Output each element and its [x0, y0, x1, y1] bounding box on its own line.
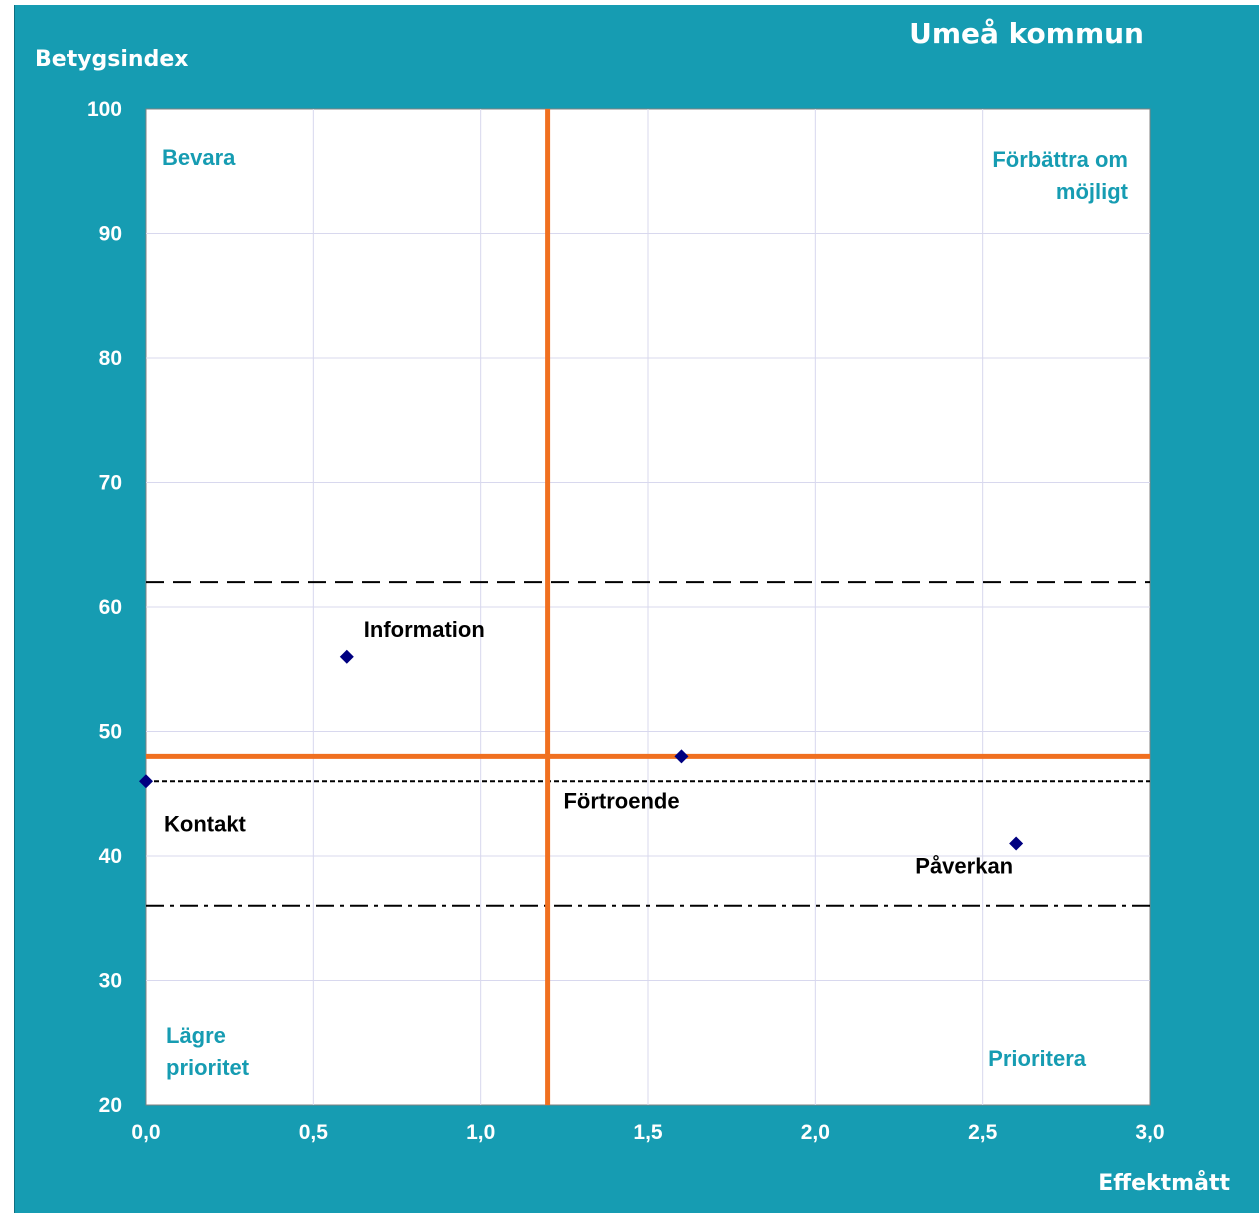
x-tick-label: 2,0	[801, 1121, 830, 1144]
x-tick-label: 0,5	[299, 1121, 329, 1144]
chart-title: Umeå kommun	[909, 17, 1144, 50]
quadrant-label-prioritera: Prioritera	[988, 1046, 1087, 1071]
point-label: Kontakt	[164, 811, 247, 836]
y-tick-label: 70	[99, 472, 122, 495]
point-marker	[674, 749, 689, 764]
y-tick-label: 50	[99, 721, 122, 744]
quadrant-label-lagre-line2: prioritet	[166, 1055, 250, 1080]
y-tick-label: 30	[99, 970, 122, 993]
axis-ticks: 0,0 0,5 1,0 1,5 2,0 2,5 3,0 20 30 40 50 60 70 80 90 100	[87, 98, 1165, 1144]
point-marker	[1009, 836, 1024, 851]
y-tick-label: 60	[99, 596, 122, 619]
y-tick-label: 40	[99, 845, 122, 868]
y-tick-label: 20	[99, 1094, 122, 1117]
y-tick-label: 80	[99, 347, 122, 370]
y-axis-label: Betygsindex	[35, 47, 188, 72]
point-label: Påverkan	[915, 854, 1013, 879]
quadrant-label-forbattra-line1: Förbättra om	[992, 147, 1128, 172]
y-tick-label: 90	[99, 223, 122, 246]
quadrant-label-bevara: Bevara	[162, 145, 236, 170]
x-tick-label: 1,5	[633, 1121, 663, 1144]
x-tick-label: 1,0	[466, 1121, 495, 1144]
point-label: Information	[364, 617, 485, 642]
x-tick-label: 0,0	[131, 1121, 160, 1144]
x-tick-label: 3,0	[1135, 1121, 1164, 1144]
quadrant-label-forbattra-line2: möjligt	[1056, 179, 1129, 204]
point-label: Förtroende	[563, 788, 679, 813]
quadrant-label-lagre-line1: Lägre	[166, 1023, 226, 1048]
x-axis-label: Effektmått	[1098, 1170, 1230, 1196]
point-marker	[139, 774, 153, 789]
data-points: Information Kontakt Förtroende Påverkan	[139, 617, 1024, 879]
y-tick-label: 100	[87, 98, 122, 121]
reference-lines	[146, 109, 1150, 1105]
point-marker	[339, 649, 354, 664]
x-tick-label: 2,5	[968, 1121, 998, 1144]
grid-lines	[146, 109, 1150, 1105]
